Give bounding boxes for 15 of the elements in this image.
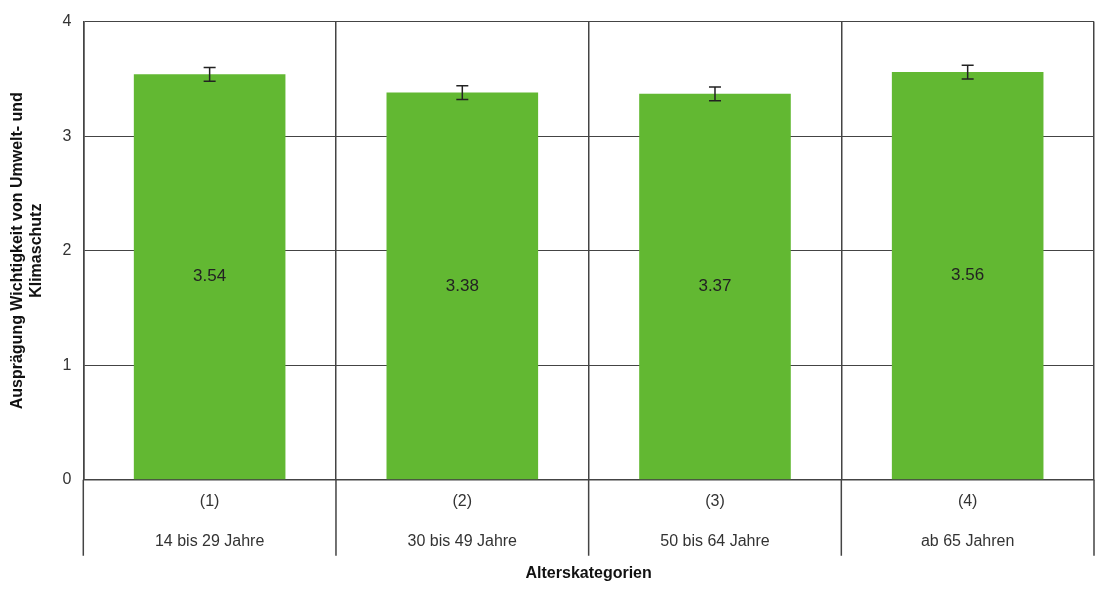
data-label: 3.56: [951, 265, 985, 285]
category-label: (3) 50 bis 64 Jahre: [660, 492, 770, 550]
y-tick-label: 1: [62, 355, 72, 373]
data-label: 3.37: [698, 276, 732, 296]
data-label: 3.54: [193, 266, 227, 286]
x-axis-title: Alterskategorien: [525, 563, 652, 581]
category-label: (2) 30 bis 49 Jahre: [407, 492, 518, 550]
category-label: (1) 14 bis 29 Jahre: [154, 492, 265, 550]
y-tick-label: 4: [62, 12, 72, 30]
y-tick-label: 0: [62, 470, 72, 488]
y-tick-label: 2: [62, 241, 72, 259]
y-axis-title: Ausprägung Wichtigkeit von Umwelt- und Klimaschutz: [8, 92, 45, 410]
y-tick-label: 3: [62, 126, 72, 144]
data-label: 3.38: [445, 275, 479, 295]
category-label: (4) ab 65 Jahren: [920, 492, 1015, 550]
